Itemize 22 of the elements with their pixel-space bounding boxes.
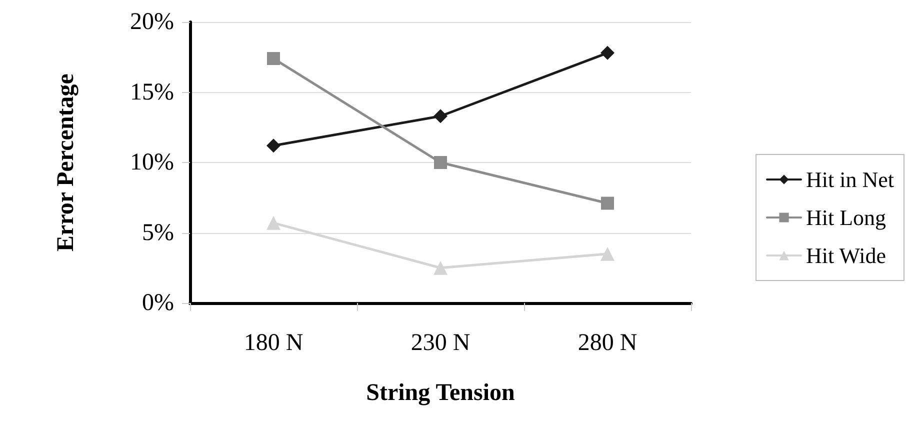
legend-label: Hit Wide: [806, 243, 886, 268]
y-tick-label: 5%: [142, 220, 174, 246]
point: [434, 260, 448, 275]
legend-label: Hit in Net: [806, 167, 894, 192]
y-tick-label: 10%: [130, 150, 174, 176]
point: [434, 156, 447, 169]
point: [266, 216, 280, 230]
point: [266, 138, 280, 153]
x-tick-label: 230 N: [410, 330, 470, 356]
y-tick-label: 15%: [130, 79, 174, 106]
y-tick-label: 20%: [130, 9, 174, 35]
x-axis-title: String Tension: [366, 380, 515, 406]
x-tick-label: 280 N: [578, 330, 638, 356]
point: [267, 52, 280, 66]
point: [600, 246, 614, 261]
x-tick-label: 180 N: [244, 330, 304, 356]
point: [601, 196, 614, 210]
y-tick-label: 0%: [142, 290, 174, 316]
y-axis-title: Error Percentage: [53, 73, 79, 252]
point: [434, 109, 448, 124]
legend-label: Hit Long: [806, 205, 886, 230]
point: [600, 46, 614, 60]
